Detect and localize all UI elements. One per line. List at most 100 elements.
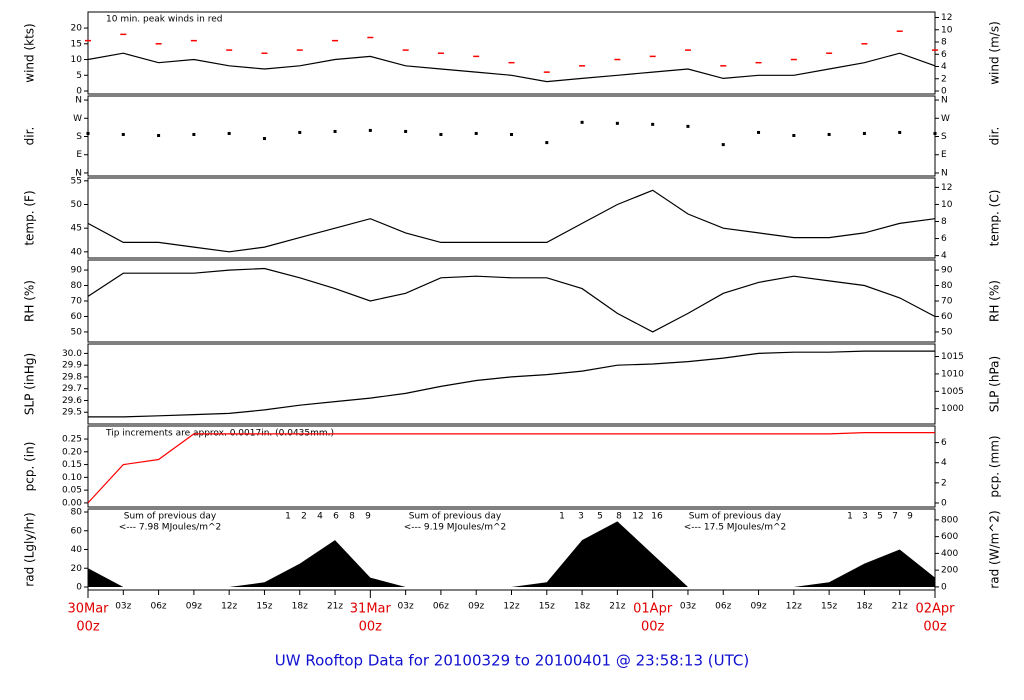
dir-point [651,122,655,126]
y-tick-label: 60 [71,312,83,322]
y2-axis-label: wind (m/s) [988,21,1002,85]
series-line [88,350,935,418]
y2-tick-label: 12 [941,13,952,23]
y-tick-label: 40 [71,247,83,257]
day-hour: 00z [359,620,383,635]
dir-point [757,130,761,134]
y-tick-label: 80 [71,508,83,518]
y-tick-label: 10 [71,55,83,65]
y-tick-label: 50 [71,200,83,210]
y2-axis-label: rad (W/m^2) [988,510,1002,588]
y2-axis-label: temp. (C) [988,190,1002,247]
panel-frame [87,177,936,259]
x-tick-label: 15z [821,602,837,612]
y2-tick-label: 2 [941,478,947,488]
dir-point [686,124,690,128]
y2-tick-label: 4 [941,62,947,72]
dir-point [368,128,372,132]
y-tick-label: 29.6 [62,396,82,406]
dir-point [792,133,796,137]
dir-point [898,130,902,134]
y-tick-label: 29.9 [62,361,82,371]
y-axis-label: dir. [23,127,37,146]
y2-tick-label: 6 [941,438,947,448]
y-tick-label: 80 [71,281,83,291]
dir-point [933,131,937,135]
sum-title: Sum of previous day [409,512,502,522]
y2-tick-label: N [941,96,948,106]
x-tick-label: 21z [327,602,343,612]
panel-frame [87,95,936,177]
y-axis-label: temp. (F) [23,190,37,245]
day-hour: 00z [641,620,665,635]
y2-tick-label: 6 [941,234,947,244]
x-tick-label: 12z [786,602,802,612]
y-tick-label: 0.00 [62,498,82,508]
series-line [87,432,935,504]
y-tick-label: 45 [71,224,82,234]
dir-point [580,120,584,124]
y-tick-label: S [76,132,82,142]
y-axis-label: rad (Lgly/hr) [23,512,37,586]
y-tick-label: 29.8 [62,372,82,382]
y2-tick-label: S [941,132,947,142]
y2-tick-label: 60 [941,312,953,322]
y-tick-label: 0.10 [62,473,82,483]
y2-tick-label: 4 [941,458,947,468]
y2-tick-label: 800 [941,515,958,525]
y2-tick-label: 400 [941,549,958,559]
y2-tick-label: 0 [941,582,947,592]
y2-tick-label: W [941,114,950,124]
y2-axis-label: RH (%) [988,280,1002,322]
x-tick-label: 03z [398,602,414,612]
y2-tick-label: 50 [941,327,953,337]
hour-mark: 9 [365,512,371,522]
series-line [87,52,936,83]
dir-point [121,132,125,136]
chart-title: UW Rooftop Data for 20100329 to 20100401… [275,652,749,670]
panel-frame [87,259,936,343]
x-tick-label: 06z [150,602,166,612]
x-tick-label: 12z [503,602,519,612]
x-tick-label: 15z [539,602,555,612]
y2-tick-label: 600 [941,532,958,542]
y-tick-label: N [75,96,82,106]
y2-tick-label: 10 [941,200,953,210]
dir-point [298,130,302,134]
dir-point [862,131,866,135]
hour-mark: 8 [349,512,355,522]
rad-area [88,521,935,587]
sum-title: Sum of previous day [124,512,217,522]
y2-tick-label: 8 [941,38,947,48]
hour-mark: 3 [578,512,584,522]
y-tick-label: 55 [71,176,82,186]
y-tick-label: 30.0 [62,349,82,359]
y2-tick-label: 1000 [941,404,964,414]
y-tick-label: N [75,168,82,178]
x-tick-label: 09z [750,602,766,612]
y-tick-label: W [73,114,82,124]
series-line [87,189,936,253]
y2-tick-label: 1005 [941,387,964,397]
y2-axis-label: pcp. (mm) [988,435,1002,497]
dir-point [827,132,831,136]
annotation: 10 min. peak winds in red [106,15,223,25]
x-tick-label: 12z [221,602,237,612]
x-tick-label: 06z [433,602,449,612]
sum-title: Sum of previous day [689,512,782,522]
day-label: 31Mar [350,602,392,617]
dir-point [510,132,513,136]
y-axis-label: RH (%) [23,280,37,322]
y-tick-label: 50 [71,327,83,337]
x-tick-label: 18z [574,602,590,612]
hour-mark: 8 [616,512,622,522]
y2-tick-label: 10 [941,25,953,35]
y2-tick-label: N [941,168,948,178]
y-tick-label: 0 [76,583,82,593]
hour-mark: 1 [559,512,565,522]
dir-point [474,131,478,135]
x-tick-label: 06z [715,602,731,612]
y-tick-label: 0 [76,87,82,97]
y-tick-label: E [76,150,82,160]
